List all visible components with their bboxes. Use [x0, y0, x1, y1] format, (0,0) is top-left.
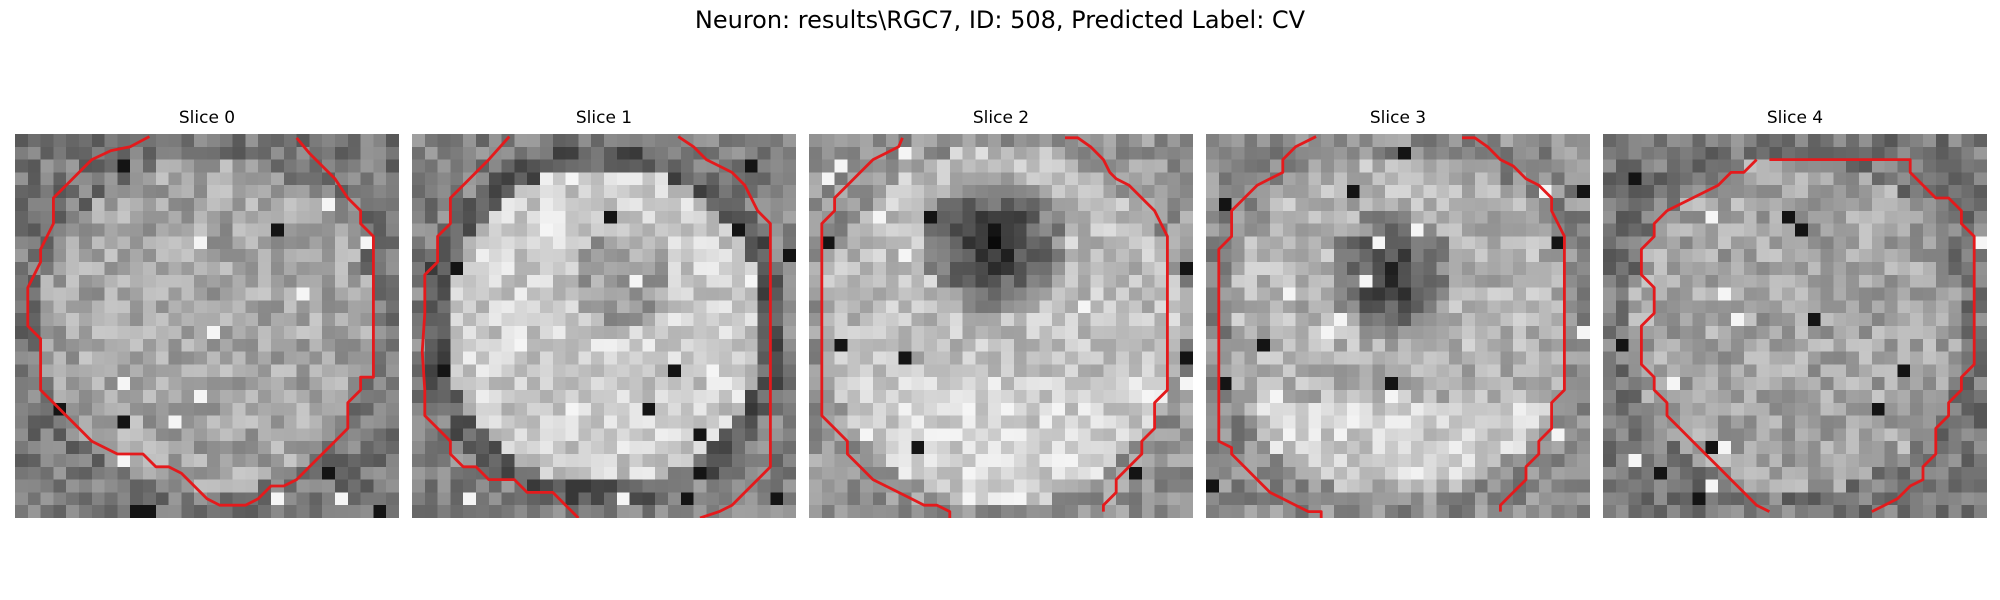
contour-line: [677, 135, 772, 518]
figure-title: Neuron: results\RGC7, ID: 508, Predicted…: [694, 6, 1306, 34]
slice-2-svg: [809, 134, 1193, 518]
slice-2-image: [809, 134, 1193, 518]
pixel-grid: [412, 134, 796, 518]
contour-line: [1462, 136, 1566, 512]
slice-2-title: Slice 2: [972, 108, 1030, 128]
pixel-grid: [1206, 134, 1590, 518]
pixel-grid: [809, 134, 1193, 518]
pixel-grid: [15, 134, 399, 518]
contour-line: [26, 135, 375, 507]
slice-3-title: Slice 3: [1369, 108, 1427, 128]
slice-0-image: [15, 134, 399, 518]
contour-line: [1065, 136, 1169, 512]
slice-0-svg: [15, 134, 399, 518]
contour-line: [1769, 158, 1976, 513]
slice-4-image: [1603, 134, 1987, 518]
pixel-grid: [1603, 134, 1987, 518]
slice-4-svg: [1603, 134, 1987, 518]
slice-1-image: [412, 134, 796, 518]
slice-1-svg: [412, 134, 796, 518]
contour-line: [1639, 158, 1771, 513]
slice-0-title: Slice 0: [178, 108, 236, 128]
contour-line: [1217, 135, 1323, 518]
slice-4-title: Slice 4: [1766, 108, 1824, 128]
slice-3-image: [1206, 134, 1590, 518]
slice-3-svg: [1206, 134, 1590, 518]
contour-line: [820, 137, 952, 518]
slice-1-title: Slice 1: [575, 108, 633, 128]
contour-line: [420, 135, 580, 518]
